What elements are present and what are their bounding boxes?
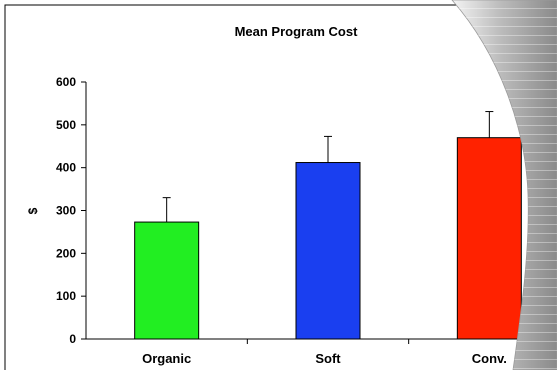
category-labels: Organic Soft Conv. [142,351,507,366]
page-curl-texture [452,0,557,370]
axis-ticks: 0 100 200 300 400 500 600 [56,75,410,346]
bar-organic [134,221,200,340]
x-category-label: Conv. [472,351,507,366]
y-tick-label: 600 [56,75,76,89]
x-category-label: Organic [142,351,191,366]
x-category-label: Soft [315,351,341,366]
y-tick-label: 300 [56,204,76,218]
chart-title: Mean Program Cost [235,24,358,39]
y-tick-label: 0 [69,332,76,346]
bar-soft [295,162,361,340]
y-tick-label: 500 [56,118,76,132]
y-tick-label: 100 [56,289,76,303]
bars [134,137,522,340]
error-bars [162,111,494,223]
y-tick-label: 200 [56,246,76,260]
y-tick-label: 400 [56,161,76,175]
bar-conv [456,137,522,340]
y-axis-label: $ [26,207,40,214]
